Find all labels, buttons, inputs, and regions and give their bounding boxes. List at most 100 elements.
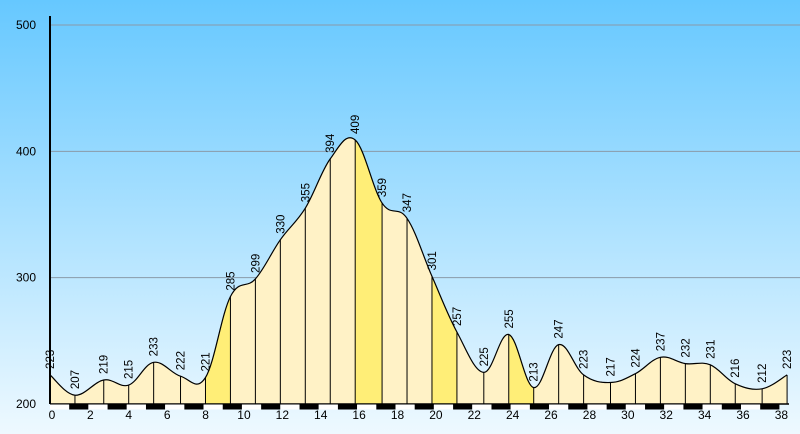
area-segment (483, 334, 509, 404)
x-tick-label: 22 (468, 408, 482, 422)
data-label: 212 (757, 364, 769, 383)
area-segment (255, 239, 281, 404)
data-label: 409 (350, 115, 362, 134)
scale-block-dark (414, 404, 434, 410)
x-tick-label: 26 (544, 408, 558, 422)
y-tick-label: 400 (16, 144, 36, 158)
scale-block-dark (184, 404, 204, 410)
y-axis-tick-labels: 200 300 400 500 (16, 18, 36, 411)
area-segment (103, 379, 129, 404)
x-axis-tick-labels: 0 2 4 6 8 10 12 14 16 18 20 22 24 26 28 30 32 34 36 38 (49, 408, 789, 422)
data-label: 213 (529, 362, 541, 381)
data-label: 299 (250, 254, 262, 273)
area-segment (610, 373, 636, 404)
x-tick-label: 8 (202, 408, 209, 422)
area-segment (685, 363, 711, 404)
scale-block-light (203, 404, 223, 410)
scale-block-dark (491, 404, 511, 410)
scale-block-light (50, 404, 70, 410)
area-segment (128, 362, 154, 404)
point-drop-lines (74, 139, 788, 404)
x-tick-label: 32 (660, 408, 674, 422)
area-segment (533, 344, 559, 404)
data-label: 232 (680, 338, 692, 357)
data-label: 237 (655, 332, 667, 351)
scale-block-dark (222, 404, 242, 410)
x-tick-label: 14 (314, 408, 328, 422)
scale-block-light (357, 404, 377, 410)
x-tick-label: 4 (125, 408, 132, 422)
scale-block-dark (606, 404, 626, 410)
x-tick-label: 38 (775, 408, 789, 422)
area-segment (660, 356, 686, 404)
area-segment (735, 383, 763, 404)
x-tick-label: 30 (621, 408, 635, 422)
scale-block-light (587, 404, 607, 410)
scale-block-dark (145, 404, 166, 410)
x-tick-label: 16 (352, 408, 366, 422)
data-label: 347 (402, 193, 414, 212)
data-label: 221 (200, 352, 212, 371)
area-segment (558, 344, 584, 404)
data-label: 257 (452, 307, 464, 326)
data-label: 222 (176, 351, 188, 370)
axes (49, 16, 789, 405)
scale-block-light (472, 404, 492, 410)
data-label: 225 (479, 347, 491, 366)
area-segment (407, 218, 432, 404)
x-tick-label: 34 (698, 408, 712, 422)
scale-block-dark (529, 404, 550, 410)
data-label: 355 (300, 183, 312, 202)
scale-block-dark (453, 404, 473, 410)
data-label: 216 (730, 359, 742, 378)
data-label: 231 (705, 340, 717, 359)
scale-block-dark (299, 404, 319, 410)
area-segment (180, 376, 206, 404)
y-tick-label: 200 (16, 397, 36, 411)
area-segment (635, 357, 661, 404)
area-segment (762, 374, 788, 404)
x-tick-label: 12 (276, 408, 290, 422)
area-segment (583, 374, 611, 404)
x-tick-label: 6 (164, 408, 171, 422)
scale-block-dark (645, 404, 665, 410)
data-label: 217 (605, 357, 617, 376)
scale-block-light (88, 404, 108, 410)
scale-block-light (741, 404, 761, 410)
area-segments (50, 137, 788, 405)
area-segment (382, 203, 407, 404)
data-label: 359 (377, 178, 389, 197)
data-label: 233 (149, 337, 161, 356)
area-segment (710, 364, 736, 404)
scale-block-light (664, 404, 684, 410)
scale-block-dark (376, 404, 396, 410)
x-tick-label: 10 (237, 408, 251, 422)
data-label: 224 (630, 348, 642, 368)
scale-block-dark (261, 404, 281, 410)
data-label: 207 (70, 370, 82, 389)
y-tick-label: 300 (16, 271, 36, 285)
data-label: 247 (554, 319, 566, 338)
highlight-segment (205, 296, 231, 404)
area-segment (280, 208, 306, 404)
data-label: 215 (124, 360, 136, 379)
scale-block-light (165, 404, 185, 410)
scale-block-light (280, 404, 300, 410)
y-tick-label: 500 (16, 18, 36, 32)
scale-block-light (395, 404, 415, 410)
scale-block-dark (107, 404, 127, 410)
x-tick-label: 36 (736, 408, 750, 422)
scale-block-light (241, 404, 262, 410)
x-tick-label: 0 (49, 408, 56, 422)
scale-block-light (433, 404, 454, 410)
x-axis-scale-bar (50, 404, 780, 410)
scale-block-light (702, 404, 722, 410)
x-tick-label: 18 (391, 408, 405, 422)
area-segment (75, 380, 104, 404)
data-label: 285 (225, 271, 237, 290)
area-segment (230, 278, 256, 404)
highlight-segment (508, 334, 534, 404)
scale-block-light (510, 404, 530, 410)
